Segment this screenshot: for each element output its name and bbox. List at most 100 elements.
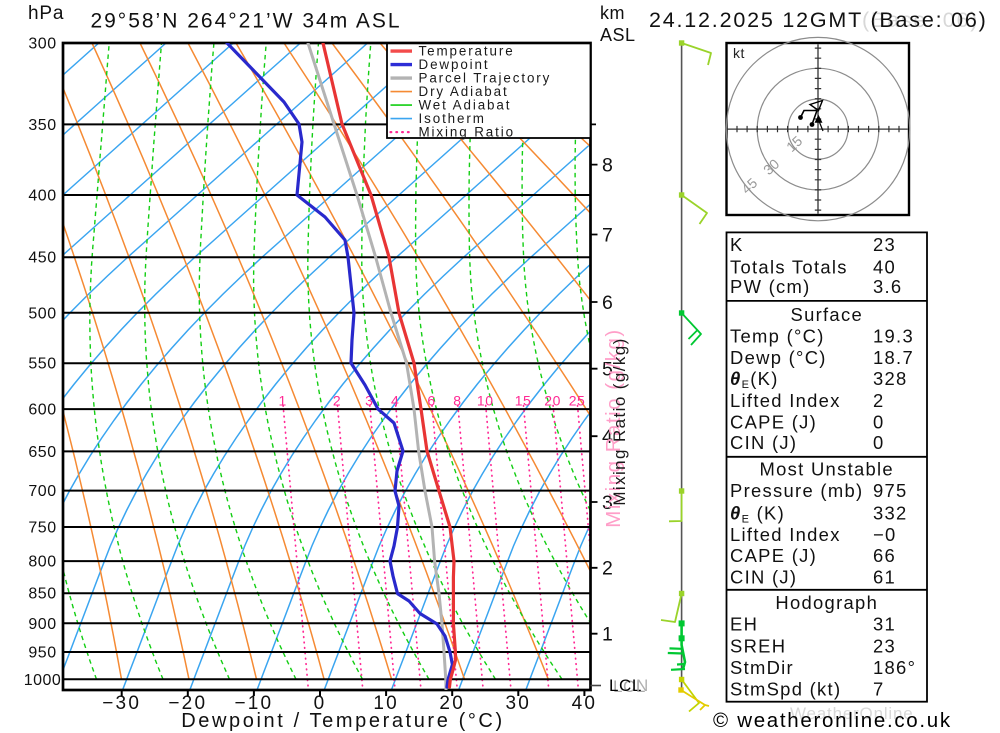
- svg-text:1: 1: [602, 624, 613, 646]
- svg-text:CAPE (J): CAPE (J): [730, 545, 817, 566]
- svg-text:© weatheronline.co.uk: © weatheronline.co.uk: [713, 709, 952, 732]
- svg-text:40: 40: [572, 693, 598, 714]
- svg-text:4: 4: [602, 426, 613, 448]
- svg-text:10: 10: [373, 693, 399, 714]
- svg-text:8: 8: [453, 393, 461, 409]
- svg-text:750: 750: [28, 520, 56, 537]
- svg-text:StmSpd (kt): StmSpd (kt): [730, 678, 841, 699]
- svg-text:Temp (°C): Temp (°C): [730, 326, 825, 347]
- svg-text:950: 950: [28, 645, 56, 662]
- svg-text:15: 15: [515, 393, 532, 409]
- svg-text:25: 25: [569, 393, 586, 409]
- svg-text:CAPE (J): CAPE (J): [730, 411, 817, 432]
- svg-text:5: 5: [602, 359, 613, 381]
- svg-text:Surface: Surface: [791, 304, 863, 325]
- svg-text:23: 23: [873, 636, 896, 657]
- svg-text:Totals Totals: Totals Totals: [730, 256, 848, 277]
- svg-text:2: 2: [602, 558, 613, 580]
- svg-text:4: 4: [391, 393, 399, 409]
- svg-text:975: 975: [873, 480, 908, 501]
- svg-text:θE (K): θE (K): [730, 503, 785, 526]
- svg-text:40: 40: [873, 256, 896, 277]
- svg-text:Pressure (mb): Pressure (mb): [730, 480, 863, 501]
- svg-text:61: 61: [873, 566, 896, 587]
- svg-text:650: 650: [28, 444, 56, 461]
- svg-text:Dry Adiabat: Dry Adiabat: [419, 84, 509, 99]
- svg-text:550: 550: [28, 356, 56, 373]
- svg-text:31: 31: [873, 614, 896, 635]
- svg-text:29°58’N 264°21’W 34m ASL: 29°58’N 264°21’W 34m ASL: [90, 10, 401, 33]
- svg-text:Dewp (°C): Dewp (°C): [730, 347, 827, 368]
- svg-text:Most Unstable: Most Unstable: [760, 459, 894, 480]
- svg-text:Mixing Ratio (g/kg): Mixing Ratio (g/kg): [602, 328, 625, 527]
- svg-text:66: 66: [873, 545, 896, 566]
- svg-text:km: km: [600, 3, 625, 23]
- svg-text:186°: 186°: [873, 657, 916, 678]
- svg-text:PW (cm): PW (cm): [730, 276, 811, 297]
- svg-text:kt: kt: [733, 45, 745, 61]
- svg-text:hPa: hPa: [28, 3, 64, 24]
- svg-text:SREH: SREH: [730, 636, 786, 657]
- svg-text:500: 500: [28, 305, 56, 322]
- svg-text:400: 400: [28, 188, 56, 205]
- svg-text:3.6: 3.6: [873, 276, 902, 297]
- svg-text:−10: −10: [234, 693, 273, 714]
- svg-text:332: 332: [873, 503, 908, 524]
- svg-text:ASL: ASL: [600, 25, 636, 45]
- svg-text:2: 2: [333, 393, 341, 409]
- svg-text:Dewpoint: Dewpoint: [419, 57, 490, 72]
- svg-text:EH: EH: [730, 614, 758, 635]
- svg-text:300: 300: [28, 36, 56, 53]
- svg-text:6: 6: [602, 292, 613, 314]
- svg-text:−0: −0: [873, 524, 897, 545]
- svg-text:−30: −30: [102, 693, 141, 714]
- svg-text:3: 3: [602, 492, 613, 514]
- svg-text:LCL: LCL: [613, 677, 646, 696]
- svg-text:850: 850: [28, 586, 56, 603]
- svg-text:600: 600: [28, 402, 56, 419]
- svg-text:23: 23: [873, 234, 896, 255]
- svg-text:K: K: [730, 234, 744, 255]
- svg-text:Hodograph: Hodograph: [775, 592, 878, 613]
- svg-text:700: 700: [28, 483, 56, 500]
- svg-text:WeatherOnline: WeatherOnline: [790, 704, 913, 723]
- svg-text:LCL: LCL: [609, 676, 642, 695]
- svg-text:18.7: 18.7: [873, 347, 914, 368]
- svg-text:0: 0: [314, 693, 327, 714]
- svg-text:StmDir: StmDir: [730, 657, 794, 678]
- svg-text:20: 20: [439, 693, 465, 714]
- svg-text:800: 800: [28, 554, 56, 571]
- svg-text:1000: 1000: [24, 672, 62, 689]
- svg-text:19.3: 19.3: [873, 326, 914, 347]
- svg-text:(Base: 06): (Base: 06): [862, 8, 979, 32]
- svg-text:10: 10: [477, 393, 494, 409]
- svg-text:1: 1: [278, 393, 286, 409]
- svg-text:Mixing Ratio: Mixing Ratio: [419, 125, 515, 140]
- svg-text:20: 20: [544, 393, 561, 409]
- svg-text:450: 450: [28, 250, 56, 267]
- svg-text:Lifted Index: Lifted Index: [730, 524, 841, 545]
- svg-text:3: 3: [365, 393, 373, 409]
- svg-text:θE(K): θE(K): [730, 368, 779, 391]
- svg-text:24.12.2025 12GMT (Base: 06): 24.12.2025 12GMT (Base: 06): [649, 8, 988, 32]
- svg-text:328: 328: [873, 368, 908, 389]
- svg-text:N: N: [636, 676, 648, 695]
- svg-text:6: 6: [427, 393, 435, 409]
- svg-text:Temperature: Temperature: [419, 44, 515, 59]
- svg-text:30: 30: [506, 693, 532, 714]
- svg-text:Parcel Trajectory: Parcel Trajectory: [419, 71, 552, 86]
- svg-text:−20: −20: [168, 693, 207, 714]
- svg-text:CIN (J): CIN (J): [730, 566, 797, 587]
- svg-text:0: 0: [873, 432, 885, 453]
- svg-text:7: 7: [873, 678, 885, 699]
- svg-text:7: 7: [602, 224, 613, 246]
- svg-text:Isotherm: Isotherm: [419, 111, 486, 126]
- svg-text:Wet Adiabat: Wet Adiabat: [419, 98, 512, 113]
- svg-text:Mixing Ratio (g/kg): Mixing Ratio (g/kg): [610, 337, 629, 505]
- svg-text:900: 900: [28, 616, 56, 633]
- svg-text:2: 2: [873, 390, 885, 411]
- svg-text:CIN (J): CIN (J): [730, 432, 797, 453]
- svg-text:Lifted Index: Lifted Index: [730, 390, 841, 411]
- svg-text:8: 8: [602, 154, 613, 176]
- svg-text:Dewpoint / Temperature (°C): Dewpoint / Temperature (°C): [181, 710, 504, 732]
